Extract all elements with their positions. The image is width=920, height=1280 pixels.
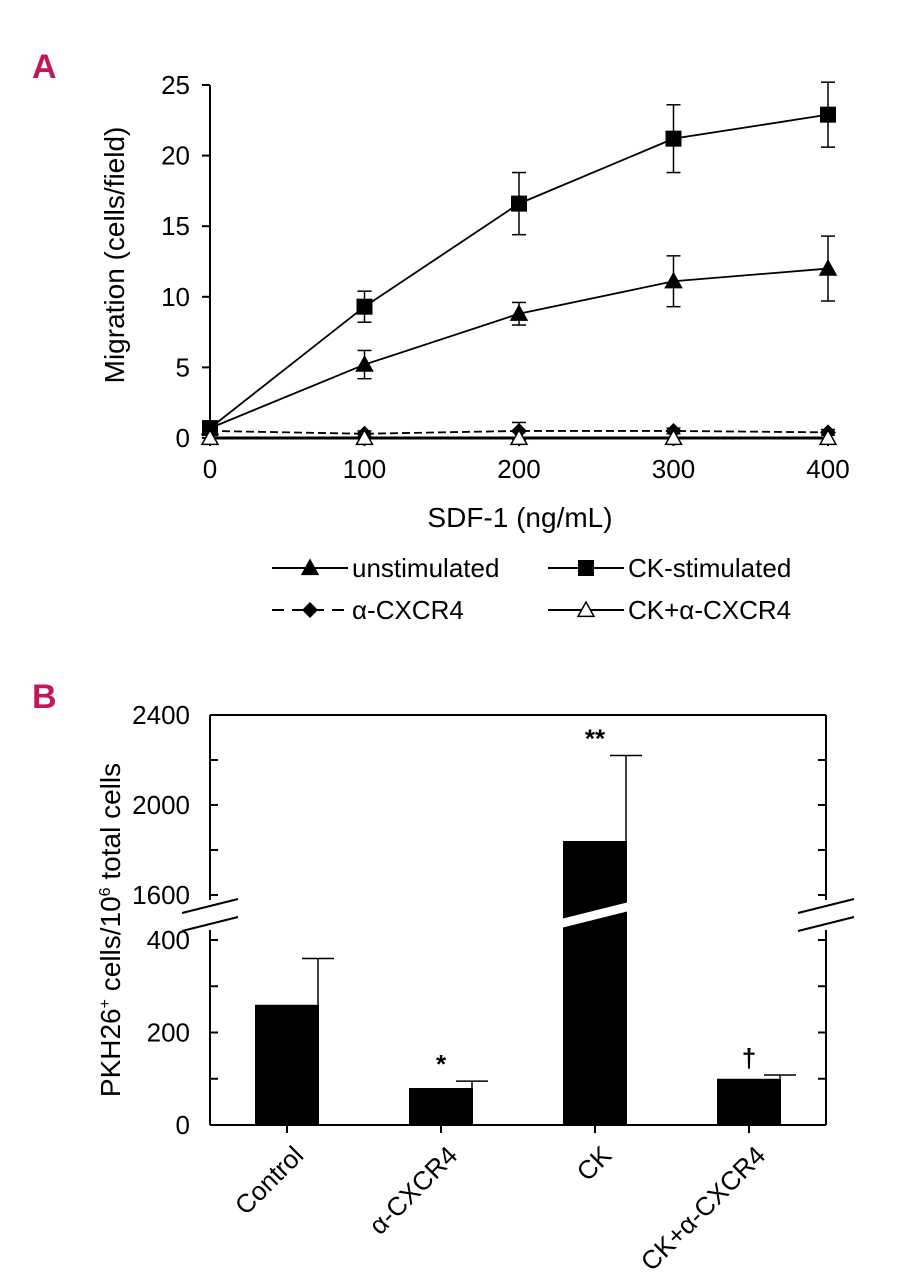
y-tick-label: 2400: [132, 700, 190, 730]
data-point: [664, 271, 683, 289]
data-point: [664, 428, 683, 446]
bar-break: [557, 901, 633, 929]
bar-group: *: [409, 1049, 488, 1125]
x-tick-label: 400: [806, 454, 849, 484]
x-category-label: Control: [229, 1140, 309, 1220]
x-tick-label: 200: [497, 454, 540, 484]
legend-item: unstimulated: [272, 553, 499, 583]
data-point: [665, 130, 682, 147]
x-category-label: α-CXCR4: [363, 1140, 463, 1240]
panel-a-label: A: [32, 48, 57, 86]
y-tick-label: 2000: [132, 790, 190, 820]
y-tick-label: 0: [176, 1110, 190, 1140]
chart-a-legend: unstimulated CK-stimulated α-CXCR4 CK+α-CXC…: [272, 553, 791, 625]
significance-marker: †: [742, 1043, 756, 1073]
data-point: [356, 298, 373, 315]
series-3: [200, 428, 838, 446]
x-category-label: CK: [570, 1140, 617, 1187]
data-point: [355, 355, 374, 372]
series-line: [209, 113, 829, 429]
legend-item: CK-stimulated: [548, 553, 791, 583]
series-line: [209, 430, 829, 435]
legend-item: α-CXCR4: [272, 595, 464, 625]
bar: [563, 841, 627, 1125]
ylabel-part-mid: cells/10: [95, 896, 126, 999]
axis-break-mark: [181, 916, 239, 932]
y-tick-label: 5: [176, 352, 190, 382]
y-tick-label: 400: [147, 925, 190, 955]
legend-label: α-CXCR4: [352, 595, 464, 625]
axis-break-mark: [797, 898, 855, 914]
bar-group: †: [717, 1043, 796, 1125]
axis-break-mark: [797, 916, 855, 932]
x-tick-label: 100: [343, 454, 386, 484]
bar-group: [255, 957, 334, 1125]
legend-marker: [302, 602, 318, 618]
legend-label: unstimulated: [352, 553, 499, 583]
ylabel-part-sup2: 6: [97, 887, 114, 896]
legend-item: CK+α-CXCR4: [548, 595, 791, 625]
legend-label: CK-stimulated: [628, 553, 791, 583]
legend-marker: [300, 558, 320, 576]
significance-marker: **: [585, 724, 606, 754]
data-point: [200, 428, 220, 446]
bar-group: **: [557, 724, 642, 1125]
data-point: [820, 106, 836, 123]
bar: [409, 1088, 473, 1125]
series-line: [209, 267, 829, 429]
y-tick-label: 1600: [132, 880, 190, 910]
data-point: [355, 428, 374, 446]
ylabel-part-sup1: +: [97, 999, 114, 1008]
data-point: [818, 428, 838, 446]
bar: [255, 1004, 319, 1125]
x-tick-label: 300: [652, 454, 695, 484]
bar-chart-pkh26: 0 200 400 1600 2000 2400 Control * α-CXCR4 ** CK † C…: [132, 700, 856, 1277]
series-0: [200, 235, 838, 436]
line-chart-migration: 0 5 10 15 20 25 0 100 200 300 400: [161, 70, 850, 484]
legend-marker: [578, 560, 594, 576]
y-tick-label: 15: [161, 211, 190, 241]
axis-break-mark: [181, 898, 239, 914]
data-point: [511, 195, 527, 212]
x-category-label: CK+α-CXCR4: [635, 1140, 772, 1277]
data-point: [509, 428, 529, 446]
bar: [717, 1078, 781, 1125]
panel-b-label: B: [32, 678, 57, 716]
significance-marker: *: [436, 1049, 447, 1079]
data-point: [818, 259, 838, 276]
chart-a-y-axis-title: Migration (cells/field): [99, 127, 130, 384]
x-tick-label: 0: [203, 454, 217, 484]
y-tick-label: 25: [161, 70, 190, 100]
legend-marker: [576, 600, 596, 618]
legend-label: CK+α-CXCR4: [628, 595, 791, 625]
data-point: [509, 304, 529, 321]
chart-a-x-axis-title: SDF-1 (ng/mL): [427, 502, 612, 533]
ylabel-part-end: total cells: [95, 763, 126, 888]
chart-b-y-axis-title: PKH26+ cells/106 total cells: [95, 763, 126, 1097]
y-tick-label: 10: [161, 282, 190, 312]
series-1: [202, 81, 836, 437]
y-tick-label: 200: [147, 1018, 190, 1048]
ylabel-part-main: PKH26: [95, 1008, 126, 1097]
y-tick-label: 0: [176, 423, 190, 453]
y-tick-label: 20: [161, 141, 190, 171]
